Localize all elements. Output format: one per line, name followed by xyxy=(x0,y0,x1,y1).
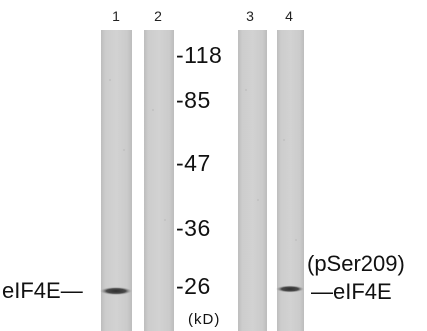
lane-number-3: 3 xyxy=(246,8,254,24)
marker-85: -85 xyxy=(176,87,211,113)
lane-2-strip xyxy=(144,30,174,331)
lane-3-strip xyxy=(238,30,267,331)
left-band-label: eIF4E— xyxy=(2,278,83,303)
lane-texture xyxy=(109,79,297,241)
modification-label: (pSer209) xyxy=(307,251,405,276)
marker-26: -26 xyxy=(176,273,211,299)
lane-1-band xyxy=(100,287,132,295)
lane-1-strip xyxy=(101,30,132,331)
lane-4-band xyxy=(276,285,304,293)
lane-number-1: 1 xyxy=(112,8,120,24)
marker-47: -47 xyxy=(176,150,211,176)
marker-118: -118 xyxy=(176,42,223,68)
right-band-label: —eIF4E xyxy=(311,279,392,304)
lane-number-2: 2 xyxy=(154,8,162,24)
marker-36: -36 xyxy=(176,215,211,241)
unit-label: (kD) xyxy=(188,311,221,328)
lane-4-strip xyxy=(277,30,304,331)
lane-number-4: 4 xyxy=(285,8,293,24)
